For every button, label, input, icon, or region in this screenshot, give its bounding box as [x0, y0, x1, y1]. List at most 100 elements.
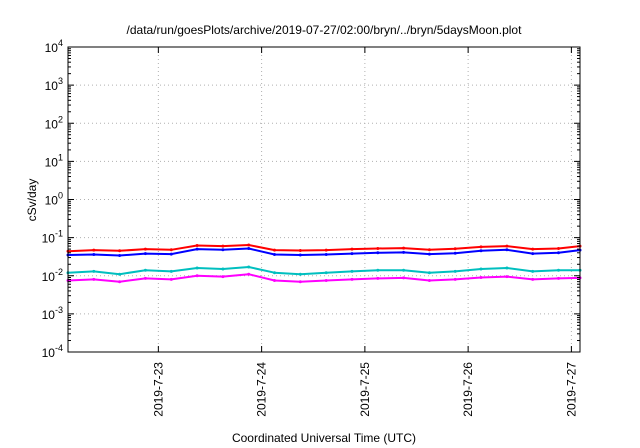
data-point: [143, 247, 147, 251]
data-point: [350, 247, 354, 251]
data-point: [298, 272, 302, 276]
data-point: [273, 279, 276, 282]
data-point: [402, 276, 406, 280]
data-point: [376, 251, 380, 255]
data-point: [118, 280, 122, 284]
data-point: [479, 245, 483, 249]
data-point: [505, 244, 509, 248]
data-point: [247, 272, 251, 276]
data-point: [479, 267, 483, 271]
data-point: [427, 252, 431, 256]
data-point: [169, 269, 173, 273]
y-axis-label: cSv/day: [25, 179, 39, 222]
data-point: [557, 276, 560, 280]
y-tick-label: 103: [45, 76, 63, 93]
data-point: [479, 276, 483, 279]
data-point: [143, 268, 147, 272]
data-point: [531, 277, 535, 281]
y-tick-label: 10-3: [42, 305, 63, 322]
y-tick-label: 10-4: [42, 343, 63, 360]
data-point: [402, 268, 406, 272]
data-point: [195, 266, 199, 270]
data-point: [557, 251, 560, 255]
data-point: [324, 248, 328, 252]
series-group: [66, 243, 582, 284]
data-point: [453, 269, 457, 273]
data-point: [118, 272, 122, 276]
data-point: [531, 247, 535, 251]
data-point: [169, 248, 173, 252]
data-point: [143, 252, 147, 256]
data-point: [273, 271, 276, 275]
data-point: [118, 249, 122, 253]
data-point: [376, 247, 380, 250]
x-tick-label: 2019-7-23: [151, 362, 165, 417]
data-point: [324, 271, 328, 275]
data-point: [402, 250, 406, 254]
data-point: [453, 247, 457, 251]
data-point: [143, 276, 147, 280]
data-point: [221, 244, 225, 248]
data-point: [453, 277, 457, 281]
x-tick-label: 2019-7-24: [255, 362, 269, 417]
data-point: [505, 248, 509, 252]
data-point: [557, 268, 560, 272]
data-point: [247, 265, 251, 269]
y-tick-label: 10-1: [42, 229, 63, 246]
grid: [68, 47, 580, 352]
data-point: [92, 253, 96, 256]
data-point: [195, 247, 199, 251]
series-4: [66, 272, 582, 284]
y-tick-label: 100: [45, 191, 63, 208]
y-axis-ticks: 10-4 10-3 10-2 10-1 100 101 102 103 104: [42, 38, 580, 360]
data-point: [505, 275, 509, 279]
data-point: [557, 247, 560, 250]
data-point: [221, 248, 225, 252]
data-point: [118, 254, 122, 257]
data-point: [195, 274, 199, 278]
data-point: [427, 271, 431, 275]
data-point: [350, 277, 354, 281]
data-point: [221, 275, 225, 279]
data-point: [350, 269, 354, 273]
data-point: [402, 246, 406, 250]
data-point: [427, 279, 431, 282]
data-point: [453, 251, 457, 255]
data-point: [92, 248, 96, 252]
data-point: [273, 248, 276, 252]
data-point: [531, 252, 535, 256]
data-point: [92, 277, 96, 281]
chart-title: /data/run/goesPlots/archive/2019-07-27/0…: [127, 23, 523, 37]
data-point: [427, 248, 431, 252]
data-point: [505, 266, 509, 270]
x-tick-label: 2019-7-26: [461, 362, 475, 417]
data-point: [247, 247, 251, 250]
data-point: [376, 268, 380, 272]
data-point: [298, 253, 302, 257]
y-tick-label: 101: [45, 152, 63, 169]
x-axis-label: Coordinated Universal Time (UTC): [232, 431, 416, 445]
series-2: [66, 247, 582, 257]
data-point: [298, 280, 302, 284]
data-point: [324, 279, 328, 282]
y-tick-label: 102: [45, 114, 63, 131]
data-point: [350, 252, 354, 256]
data-point: [376, 276, 380, 280]
data-point: [324, 253, 328, 256]
data-point: [298, 249, 302, 252]
x-axis-ticks: 2019-7-23 2019-7-24 2019-7-25 2019-7-26 2019…: [151, 47, 578, 417]
data-point: [169, 252, 173, 256]
series-3: [66, 265, 582, 276]
data-point: [221, 267, 225, 271]
data-point: [92, 269, 96, 273]
data-point: [247, 243, 251, 247]
data-point: [169, 277, 173, 281]
series-1: [66, 243, 582, 253]
x-tick-label: 2019-7-27: [564, 362, 578, 417]
data-point: [195, 244, 199, 247]
y-tick-label: 10-2: [42, 267, 63, 284]
x-tick-label: 2019-7-25: [358, 362, 372, 417]
data-point: [531, 269, 535, 273]
data-point: [479, 249, 483, 253]
